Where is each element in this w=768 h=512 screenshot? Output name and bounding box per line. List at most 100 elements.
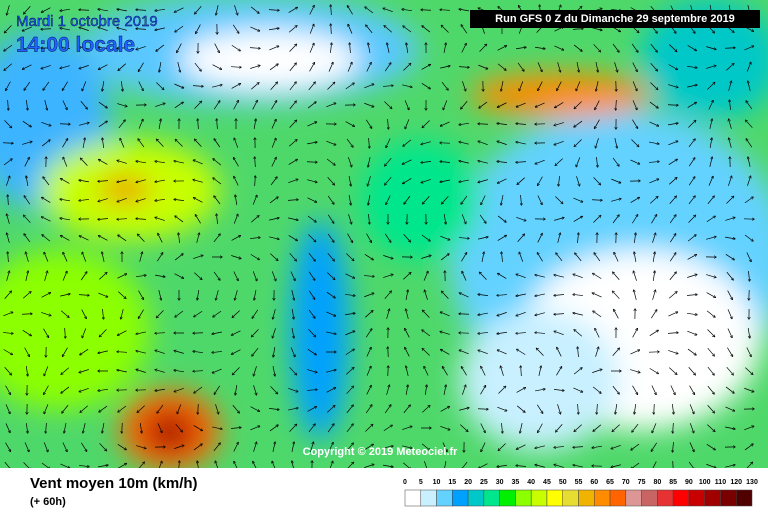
- wind-arrow: [480, 272, 487, 280]
- wind-arrow: [611, 444, 621, 448]
- wind-arrow: [595, 329, 600, 338]
- wind-arrow: [535, 275, 545, 278]
- wind-arrow: [41, 217, 51, 222]
- wind-arrow: [478, 141, 488, 146]
- wind-arrow: [117, 370, 127, 373]
- wind-arrow: [421, 65, 431, 70]
- wind-arrow: [578, 403, 579, 414]
- wind-arrow: [630, 350, 639, 355]
- wind-arrow: [689, 385, 695, 395]
- wind-arrow: [234, 177, 239, 186]
- wind-arrow: [331, 24, 332, 35]
- wind-arrow: [193, 180, 203, 183]
- wind-arrow: [233, 443, 238, 452]
- wind-arrow: [461, 100, 468, 109]
- wind-arrow: [744, 444, 753, 451]
- wind-arrow: [537, 234, 542, 243]
- wind-arrow: [78, 464, 89, 466]
- wind-arrow: [612, 385, 619, 394]
- wind-arrow: [535, 312, 545, 316]
- wind-arrow: [516, 465, 527, 466]
- wind-arrow: [441, 25, 449, 33]
- wind-arrow: [594, 253, 601, 262]
- wind-arrow: [593, 424, 602, 431]
- wind-arrow: [346, 368, 353, 375]
- wind-arrow: [424, 461, 428, 468]
- wind-arrow: [748, 157, 751, 167]
- wind-arrow: [234, 461, 238, 468]
- wind-arrow: [118, 235, 127, 242]
- legend-tick-label: 20: [464, 479, 472, 486]
- wind-arrow: [138, 462, 145, 468]
- wind-arrow: [348, 157, 351, 166]
- wind-arrow: [707, 196, 714, 205]
- wind-arrow: [272, 366, 275, 376]
- wind-arrow: [385, 176, 392, 185]
- wind-arrow: [252, 347, 259, 356]
- wind-arrow: [252, 271, 257, 280]
- wind-arrow: [521, 194, 522, 205]
- wind-arrow: [521, 366, 522, 377]
- wind-arrow: [177, 62, 180, 72]
- wind-arrow: [307, 369, 317, 373]
- wind-arrow: [62, 442, 67, 451]
- wind-arrow: [478, 350, 488, 354]
- wind-arrow: [725, 386, 734, 393]
- wind-arrow: [573, 387, 582, 392]
- wind-arrow: [41, 29, 52, 30]
- wind-arrow: [364, 464, 373, 468]
- wind-arrow: [497, 123, 508, 124]
- wind-arrow: [501, 252, 502, 263]
- wind-arrow: [155, 350, 165, 354]
- wind-arrow: [461, 195, 468, 204]
- wind-arrow: [461, 461, 468, 468]
- legend-tick-label: 85: [669, 479, 677, 486]
- wind-arrow: [41, 122, 50, 125]
- wind-arrow: [369, 137, 370, 148]
- wind-arrow: [403, 178, 412, 183]
- wind-arrow: [307, 102, 316, 109]
- legend-swatch: [452, 489, 469, 507]
- wind-arrow: [613, 272, 620, 281]
- wind-arrow: [517, 62, 524, 71]
- wind-arrow: [459, 179, 469, 182]
- wind-arrow: [650, 63, 658, 71]
- legend-swatch: [530, 489, 548, 507]
- wind-arrow: [652, 461, 657, 468]
- wind-arrow: [196, 24, 201, 34]
- wind-arrow: [687, 255, 697, 260]
- wind-arrow: [516, 124, 527, 125]
- wind-arrow: [652, 423, 657, 432]
- wind-arrow: [667, 333, 678, 334]
- wind-arrow: [79, 387, 89, 391]
- wind-arrow: [516, 405, 525, 412]
- wind-arrow: [309, 290, 314, 299]
- wind-arrow: [595, 62, 598, 72]
- wind-arrow: [538, 176, 543, 186]
- wind-arrow: [177, 404, 182, 413]
- wind-arrow: [669, 178, 676, 185]
- wind-arrow: [669, 253, 676, 262]
- wind-arrow: [481, 195, 486, 205]
- legend-tick-label: 100: [699, 479, 711, 486]
- wind-arrow: [235, 385, 238, 395]
- wind-arrow: [632, 385, 638, 395]
- wind-arrow: [668, 159, 677, 165]
- wind-arrow: [308, 309, 315, 318]
- wind-arrow: [554, 122, 564, 126]
- wind-arrow: [557, 81, 562, 91]
- wind-arrow: [707, 347, 714, 356]
- wind-arrow: [535, 46, 545, 49]
- wind-arrow: [194, 198, 203, 203]
- wind-arrow: [688, 215, 696, 223]
- wind-arrow: [194, 310, 203, 317]
- wind-arrow: [270, 177, 277, 186]
- wind-arrow: [516, 47, 526, 50]
- wind-arrow: [62, 81, 68, 91]
- wind-arrow: [725, 218, 735, 221]
- legend-tick-label: 60: [590, 479, 598, 486]
- wind-arrow: [537, 253, 543, 262]
- wind-arrow: [214, 43, 220, 53]
- wind-arrow: [706, 216, 715, 223]
- wind-arrow: [497, 63, 506, 70]
